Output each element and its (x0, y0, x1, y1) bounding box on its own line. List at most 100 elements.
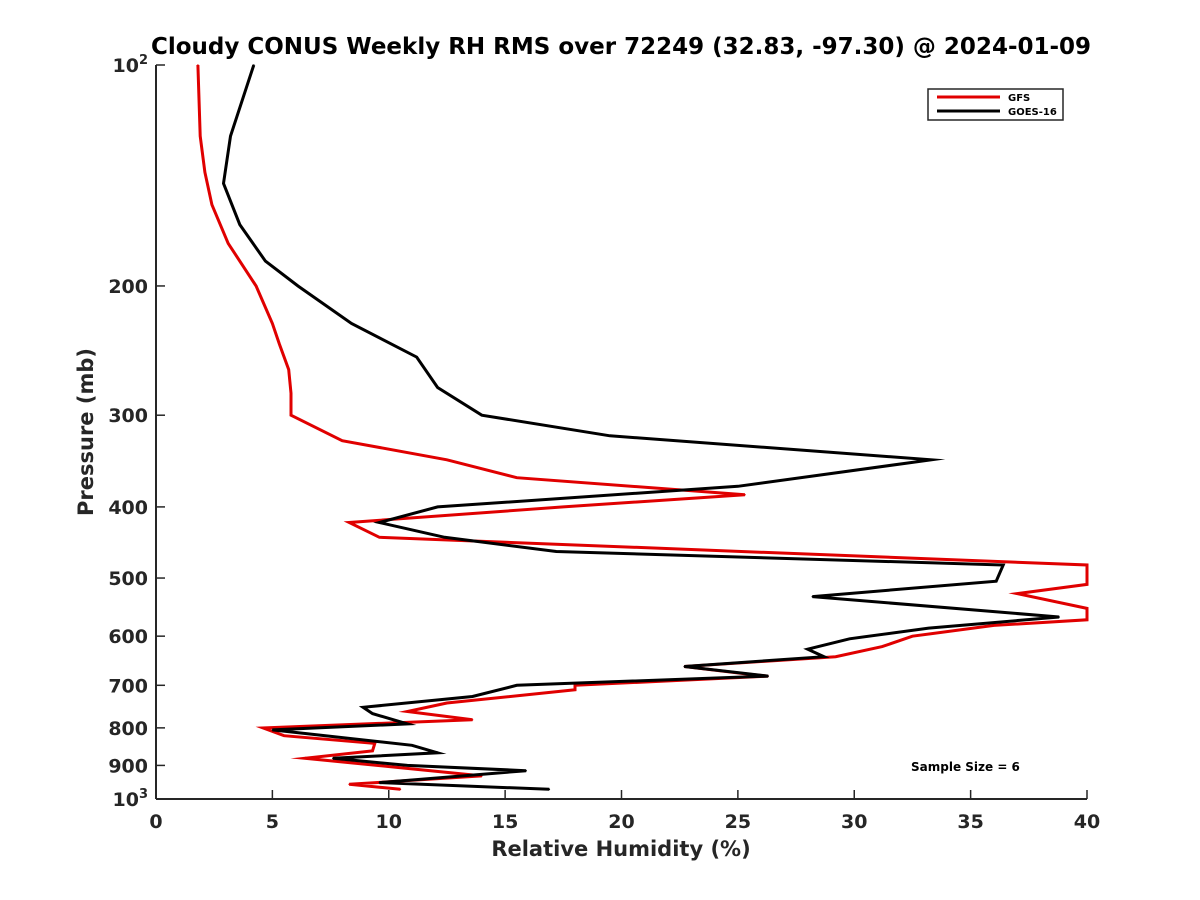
y-tick-label: 700 (108, 675, 148, 697)
data-point (271, 729, 274, 731)
data-point (348, 783, 351, 786)
legend-label-gfs: GFS (1008, 93, 1030, 104)
data-point (525, 769, 527, 772)
data-point (446, 459, 448, 461)
data-point (1086, 583, 1088, 586)
y-tick-label: 500 (108, 568, 148, 590)
data-point (362, 706, 364, 709)
data-point (574, 689, 576, 691)
data-point (332, 757, 334, 760)
data-point (371, 712, 374, 715)
x-tick-label: 25 (725, 811, 751, 833)
y-tick-label: 800 (108, 718, 148, 740)
data-point (436, 386, 439, 389)
data-point (278, 343, 281, 345)
y-tick-label: 102 (113, 53, 149, 77)
x-tick-label: 5 (266, 811, 279, 833)
x-tick-label: 20 (608, 811, 634, 833)
sample-size-annotation: Sample Size = 6 (911, 760, 1020, 774)
x-tick-label: 30 (841, 811, 867, 833)
x-tick-label: 35 (957, 811, 983, 833)
data-point (374, 742, 376, 745)
data-point (199, 135, 201, 137)
data-point (304, 757, 306, 760)
x-axis-title: Relative Humidity (%) (491, 837, 750, 861)
data-point (516, 476, 518, 479)
data-point (378, 781, 381, 784)
data-point (823, 655, 825, 658)
data-point (737, 485, 739, 488)
data-point (811, 595, 814, 598)
data-point (211, 203, 213, 206)
data-point (767, 675, 769, 677)
series-layer (196, 64, 1089, 791)
data-point (406, 723, 409, 725)
x-tick-label: 15 (492, 811, 518, 833)
legend-box (927, 88, 1064, 121)
data-point (399, 788, 402, 791)
data-point (1002, 564, 1004, 566)
series-gfs (196, 64, 1089, 791)
data-point (1058, 616, 1060, 618)
data-point (834, 655, 837, 658)
data-point (411, 744, 413, 747)
data-point (443, 536, 446, 539)
data-point (1086, 564, 1088, 566)
data-point (378, 521, 381, 524)
data-point (297, 285, 299, 287)
data-point (394, 766, 397, 768)
data-point (548, 788, 551, 791)
data-point (930, 459, 932, 461)
data-point (806, 648, 809, 650)
data-point (881, 645, 883, 648)
data-point (262, 727, 264, 729)
data-point (555, 550, 558, 553)
data-point (341, 439, 344, 442)
data-point (197, 64, 199, 66)
data-point (481, 414, 483, 417)
series-goes-16 (221, 64, 1060, 791)
legend: GFS GOES-16 (927, 88, 1064, 121)
data-point (574, 684, 576, 687)
data-point (290, 392, 292, 395)
data-point (255, 285, 257, 287)
data-point (229, 135, 232, 137)
y-tick-label: 400 (108, 497, 148, 519)
data-point (995, 580, 997, 582)
data-point (283, 734, 285, 737)
chart-title: Cloudy CONUS Weekly RH RMS over 72249 (3… (151, 34, 1091, 60)
y-axis-title: Pressure (mb) (74, 348, 98, 516)
data-point (471, 695, 474, 698)
data-point (406, 710, 409, 713)
y-tick-label: 600 (108, 626, 148, 648)
data-point (516, 684, 518, 687)
data-point (436, 506, 439, 508)
x-tick-label: 0 (149, 811, 162, 833)
data-point (227, 242, 229, 245)
data-point (471, 719, 474, 721)
data-point (1016, 592, 1018, 595)
data-point (253, 64, 255, 66)
data-point (848, 638, 851, 640)
y-tick-label: 103 (113, 787, 149, 811)
x-tick-label: 40 (1074, 811, 1100, 833)
data-point (350, 322, 353, 325)
series-line (196, 64, 1089, 791)
data-point (348, 521, 351, 524)
data-point (264, 260, 267, 262)
data-point (415, 356, 418, 358)
series-line (221, 64, 1060, 791)
data-point (290, 414, 292, 417)
data-point (239, 223, 241, 226)
data-point (406, 764, 409, 767)
data-point (271, 322, 274, 325)
data-point (562, 506, 565, 508)
data-point (993, 624, 995, 627)
legend-label-goes16: GOES-16 (1008, 107, 1057, 118)
data-point (446, 702, 448, 704)
data-point (204, 171, 206, 174)
data-point (683, 665, 686, 668)
data-point (1086, 619, 1088, 621)
